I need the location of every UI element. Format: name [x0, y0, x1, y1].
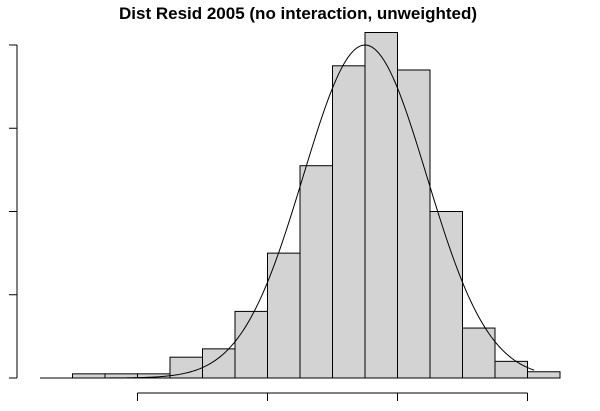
histogram-bar [397, 69, 431, 379]
histogram-bar [234, 310, 268, 379]
x-axis [137, 392, 528, 401]
histogram-bar [332, 65, 366, 379]
histogram-bar [462, 327, 496, 379]
histogram-bar [72, 373, 106, 379]
histogram-bar [267, 252, 301, 379]
histogram-bar [494, 360, 528, 379]
histogram-bar [299, 165, 333, 379]
histogram-bar [364, 32, 398, 379]
histogram-bars [72, 32, 561, 379]
histogram-bar [202, 348, 236, 379]
chart-title: Dist Resid 2005 (no interaction, unweigh… [119, 4, 477, 23]
normal-density-curve [85, 44, 535, 379]
histogram-bar [527, 371, 561, 379]
